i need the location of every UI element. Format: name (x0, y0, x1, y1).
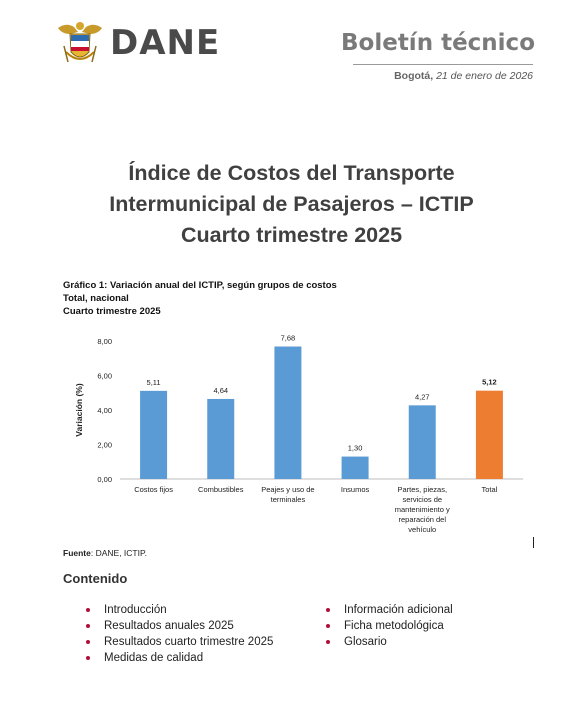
coat-of-arms-icon (58, 22, 102, 63)
y-tick-label: 8,00 (97, 337, 112, 346)
publication-date: Bogotá, 21 de enero de 2026 (394, 70, 533, 82)
contents-list-left: Introducción Resultados anuales 2025 Res… (86, 602, 273, 666)
contents-item[interactable]: Ficha metodológica (326, 618, 453, 634)
bar (341, 456, 369, 479)
contents-item[interactable]: Medidas de calidad (86, 650, 273, 666)
bar-chart: Variación (%) 0,00 2,00 4,00 6,00 8,00 5,11 Cos… (74, 334, 523, 534)
dane-wordmark: DANE (110, 23, 221, 63)
chart-caption-scope: Total, nacional (63, 293, 129, 304)
y-tick-label: 4,00 (97, 406, 112, 415)
title-line-1: Índice de Costos del Transporte (128, 161, 455, 185)
bar (408, 405, 436, 479)
bar (207, 398, 235, 479)
x-tick-label: Insumos (341, 485, 370, 494)
x-tick-label: Partes, piezas, (397, 485, 447, 494)
page-title: Índice de Costos del Transporte Intermun… (0, 158, 583, 251)
contents-item[interactable]: Resultados anuales 2025 (86, 618, 273, 634)
x-tick-label: servicios de (402, 495, 442, 504)
publication-date-text: 21 de enero de 2026 (436, 70, 533, 82)
data-label: 4,64 (213, 386, 228, 395)
y-tick-label: 6,00 (97, 372, 112, 381)
title-line-2: Intermunicipal de Pasajeros – ICTIP (109, 192, 474, 216)
publication-city: Bogotá, (394, 70, 434, 82)
source-text: : DANE, ICTIP. (90, 548, 147, 558)
title-line-3: Cuarto trimestre 2025 (180, 223, 403, 247)
bar (140, 390, 168, 479)
data-label: 4,27 (415, 392, 430, 401)
bar (274, 346, 302, 479)
y-tick-label: 2,00 (97, 441, 112, 450)
x-tick-label: terminales (271, 495, 306, 504)
contents-item[interactable]: Glosario (326, 634, 453, 650)
data-label: 5,11 (147, 378, 161, 387)
chart-caption-title: Gráfico 1: Variación anual del ICTIP, se… (63, 280, 337, 291)
header-divider (353, 64, 533, 65)
chart-caption-period: Cuarto trimestre 2025 (63, 306, 161, 317)
contents-item[interactable]: Introducción (86, 602, 273, 618)
dane-logo: DANE (56, 18, 220, 68)
chart-caption: Gráfico 1: Variación anual del ICTIP, se… (63, 279, 337, 318)
contents-title: Contenido (63, 571, 128, 586)
x-tick-label: mantenimiento y (395, 505, 450, 514)
bar (475, 390, 503, 479)
x-tick-label: reparación del (398, 515, 446, 524)
x-tick-label: Combustibles (198, 485, 244, 494)
x-tick-label: Costos fijos (134, 485, 173, 494)
chart-source: Fuente: DANE, ICTIP. (63, 548, 147, 558)
data-label: 5,12 (482, 378, 497, 387)
source-label: Fuente (63, 548, 91, 558)
y-axis-label: Variación (%) (74, 383, 84, 437)
y-tick-label: 0,00 (97, 475, 112, 484)
x-tick-label: Total (481, 485, 497, 494)
text-cursor (533, 537, 534, 548)
contents-list-right: Información adicional Ficha metodológica… (326, 602, 453, 650)
x-tick-label: vehículo (408, 525, 436, 534)
data-label: 7,68 (281, 334, 296, 343)
document-type-title: Boletín técnico (341, 30, 535, 56)
data-label: 1,30 (348, 444, 363, 453)
contents-item[interactable]: Resultados cuarto trimestre 2025 (86, 634, 273, 650)
contents-item[interactable]: Información adicional (326, 602, 453, 618)
x-tick-label: Peajes y uso de (261, 485, 314, 494)
